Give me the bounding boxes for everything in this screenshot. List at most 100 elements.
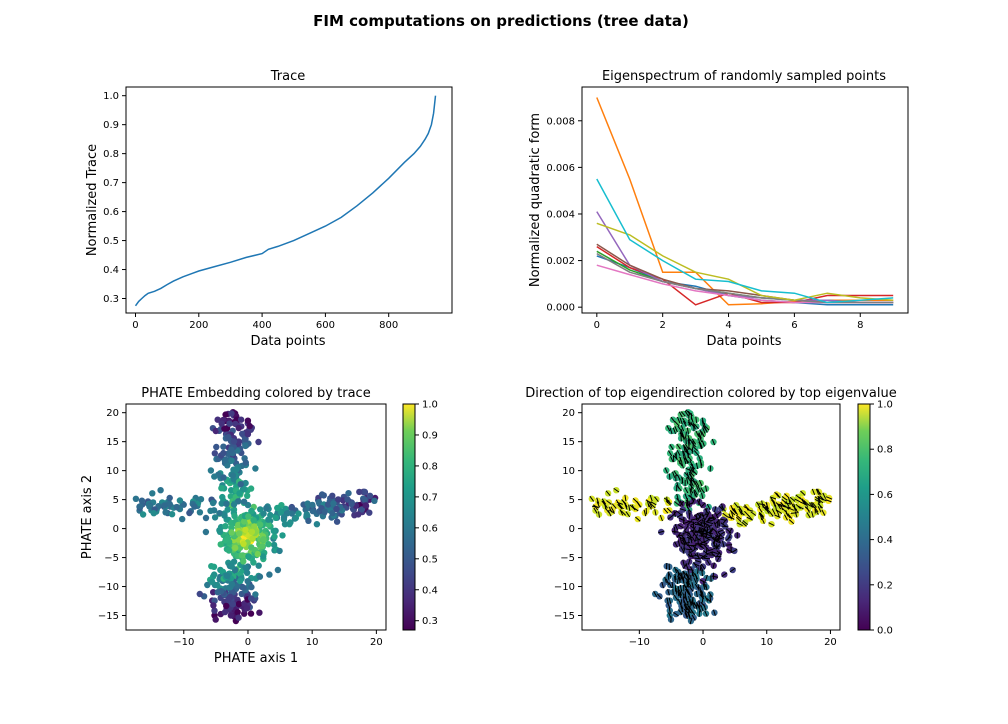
- phate-trace-point: [228, 529, 234, 535]
- eigenspectrum-ytick-label: 0.002: [546, 256, 575, 267]
- phate-trace-point: [271, 533, 277, 539]
- eigenspectrum-xtick-label: 0: [594, 320, 600, 331]
- phate-trace-point: [257, 506, 263, 512]
- phate-trace-point: [198, 496, 204, 502]
- eigendirection-colorbar-label: 1.0: [877, 400, 893, 411]
- phate-trace-point: [177, 497, 183, 503]
- phate-trace-point: [140, 511, 146, 517]
- phate-trace-point: [242, 527, 248, 533]
- trace-title: Trace: [270, 69, 306, 84]
- phate-trace-point: [230, 472, 236, 478]
- phate-trace-point: [149, 490, 155, 496]
- phate-trace-point: [133, 496, 139, 502]
- phate-trace-point: [151, 510, 157, 516]
- phate-trace-plot-area: [133, 409, 379, 624]
- eigenspectrum-xlabel: Data points: [706, 334, 781, 349]
- phate-trace-point: [305, 518, 311, 524]
- eigendirection-arrow: [673, 589, 674, 595]
- phate-trace-point: [344, 496, 350, 502]
- phate-trace-point: [231, 513, 237, 519]
- phate-trace-point: [361, 496, 367, 502]
- phate-trace-ytick-label: 20: [106, 408, 119, 419]
- phate-trace-ytick-label: 5: [113, 495, 119, 506]
- phate-trace-colorbar-gradient: [403, 404, 415, 630]
- phate-trace-point: [249, 536, 255, 542]
- eigenspectrum-ytick-label: 0.004: [546, 209, 575, 220]
- phate-trace-point: [211, 571, 217, 577]
- phate-trace-point: [225, 596, 231, 602]
- phate-trace-point: [236, 490, 242, 496]
- phate-trace-point: [245, 431, 251, 437]
- eigendirection-arrow: [681, 435, 682, 441]
- trace-xtick-label: 200: [189, 320, 208, 331]
- phate-trace-point: [174, 504, 180, 510]
- eigenspectrum-ytick-label: 0.006: [546, 163, 575, 174]
- trace-ytick-label: 0.5: [103, 236, 119, 247]
- phate-trace-point: [271, 542, 277, 548]
- phate-trace-point: [259, 543, 265, 549]
- phate-trace-point: [266, 571, 272, 577]
- eigendirection-ytick-label: −10: [554, 582, 575, 593]
- eigendirection-colorbar-label: 0.2: [877, 580, 893, 591]
- phate-trace-colorbar-label: 0.8: [422, 461, 438, 472]
- phate-trace-point: [212, 514, 218, 520]
- phate-trace-point: [231, 501, 237, 507]
- phate-trace-point: [244, 605, 250, 611]
- phate-trace-point: [228, 458, 234, 464]
- phate-trace-point: [252, 465, 258, 471]
- phate-trace-xlabel: PHATE axis 1: [214, 651, 298, 666]
- phate-trace-point: [137, 503, 143, 509]
- eigendirection-xtick-label: 0: [700, 637, 706, 648]
- phate-trace-point: [241, 499, 247, 505]
- phate-trace-point: [169, 511, 175, 517]
- phate-trace-point: [330, 500, 336, 506]
- phate-trace-colorbar-label: 0.5: [422, 554, 438, 565]
- phate-trace-point: [295, 510, 301, 516]
- phate-trace-ylabel: PHATE axis 2: [80, 475, 95, 559]
- phate-trace-point: [240, 558, 246, 564]
- phate-trace-point: [225, 434, 231, 440]
- eigendirection-colorbar: 0.00.20.40.60.81.0: [858, 400, 893, 637]
- phate-trace-title: PHATE Embedding colored by trace: [141, 386, 370, 401]
- eigendirection-arrow: [704, 558, 710, 559]
- phate-trace-point: [228, 410, 234, 416]
- phate-trace-point: [279, 532, 285, 538]
- eigendirection-arrow: [682, 478, 683, 484]
- phate-trace-panel: PHATE Embedding colored by trace PHATE a…: [80, 386, 438, 666]
- phate-trace-point: [222, 537, 228, 543]
- phate-trace-colorbar-label: 1.0: [422, 400, 438, 411]
- eigenspectrum-ylabel: Normalized quadratic form: [528, 113, 543, 287]
- phate-trace-colorbar-label: 0.3: [422, 616, 438, 627]
- phate-trace-point: [226, 421, 232, 427]
- trace-xtick-label: 400: [253, 320, 272, 331]
- eigenspectrum-xtick-label: 4: [725, 320, 731, 331]
- phate-trace-point: [215, 589, 221, 595]
- eigenspectrum-panel: Eigenspectrum of randomly sampled points…: [528, 69, 908, 349]
- phate-trace-point: [167, 501, 173, 507]
- phate-trace-point: [211, 473, 217, 479]
- figure-title: FIM computations on predictions (tree da…: [313, 12, 689, 30]
- phate-trace-point: [228, 447, 234, 453]
- phate-trace-point: [222, 523, 228, 529]
- phate-trace-point: [208, 467, 214, 473]
- trace-ytick-label: 0.9: [103, 120, 119, 131]
- phate-trace-point: [220, 444, 226, 450]
- phate-trace-point: [238, 481, 244, 487]
- eigendirection-panel: Direction of top eigendirection colored …: [525, 386, 896, 648]
- phate-trace-point: [322, 509, 328, 515]
- phate-trace-point: [235, 609, 241, 615]
- phate-trace-point: [186, 510, 192, 516]
- phate-trace-xtick-label: 10: [306, 637, 319, 648]
- phate-trace-point: [157, 487, 163, 493]
- phate-trace-point: [237, 578, 243, 584]
- trace-plot-area: [136, 96, 436, 306]
- phate-trace-point: [248, 508, 254, 514]
- phate-trace-xtick-label: −10: [173, 637, 194, 648]
- phate-trace-point: [309, 502, 315, 508]
- phate-trace-colorbar: 0.30.40.50.60.70.80.91.0: [403, 400, 438, 631]
- eigendirection-arrow: [710, 465, 711, 471]
- eigenspectrum-frame: [582, 87, 908, 313]
- eigendirection-arrow: [689, 501, 690, 507]
